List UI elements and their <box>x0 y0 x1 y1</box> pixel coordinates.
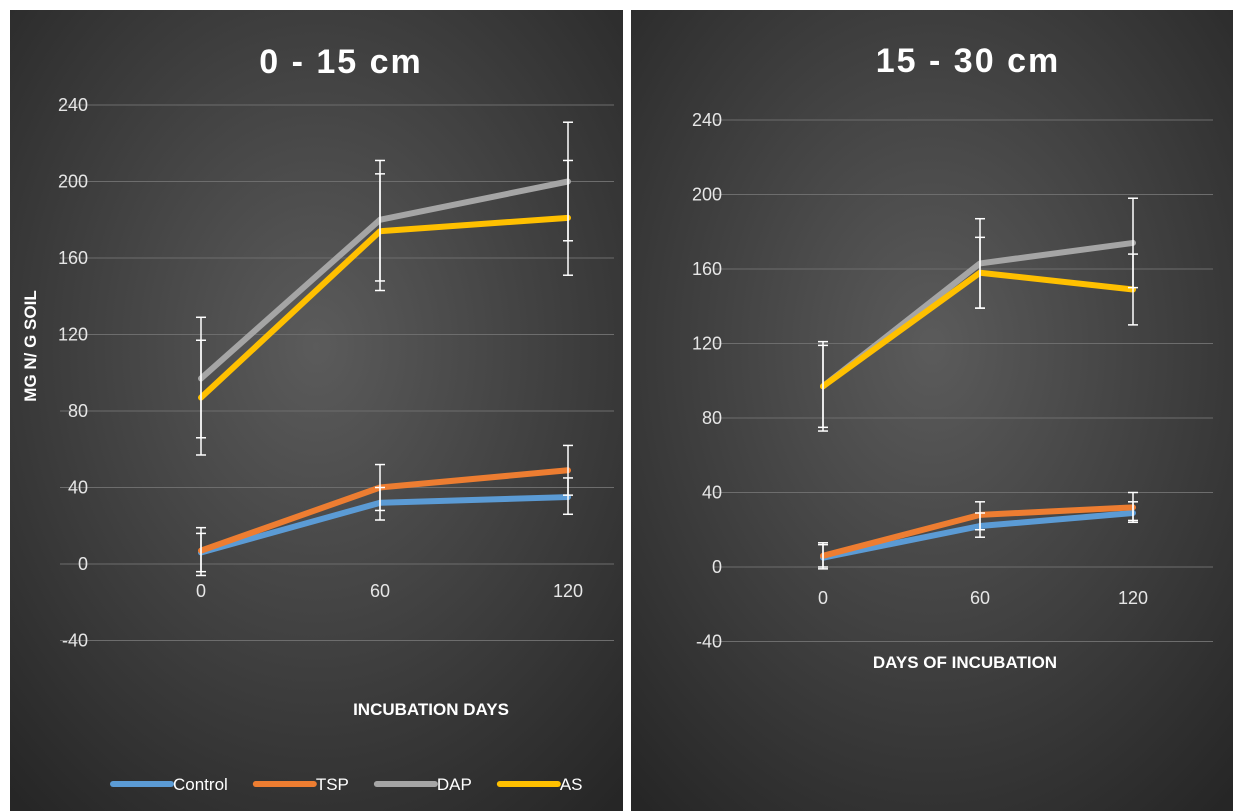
chart-background <box>631 10 1233 811</box>
chart-panel-15-30cm: 15 - 30 cm 240 200 160 120 80 40 0 -40 0 60 120 DAYS… <box>631 10 1233 811</box>
legend-label: Control <box>173 775 228 794</box>
error-bar-tsp <box>975 501 985 531</box>
legend-item-control: Control <box>110 775 228 794</box>
legend-label: TSP <box>316 775 349 794</box>
y-tick-label: -40 <box>696 632 722 652</box>
x-tick-label: 0 <box>818 588 828 608</box>
x-tick-label: 0 <box>196 581 206 601</box>
x-tick-label: 60 <box>370 581 390 601</box>
y-tick-label: 160 <box>58 248 88 268</box>
error-bar-as <box>1128 253 1138 326</box>
legend-item-tsp: TSP <box>252 775 349 794</box>
error-bar-tsp <box>818 542 828 568</box>
x-axis-label: DAYS OF INCUBATION <box>873 653 1057 672</box>
y-tick-label: 200 <box>692 185 722 205</box>
y-tick-label: 160 <box>692 259 722 279</box>
chart-title: 15 - 30 cm <box>876 42 1060 80</box>
chart-title: 0 - 15 cm <box>259 43 423 81</box>
y-axis-label: MG N/ G SOIL <box>21 290 40 401</box>
x-tick-label: 120 <box>1118 588 1148 608</box>
error-bar-tsp <box>375 463 385 512</box>
legend-item-as: AS <box>496 775 583 794</box>
chart-svg: 15 - 30 cm 240 200 160 120 80 40 0 -40 0 60 120 DAYS… <box>631 10 1233 811</box>
y-tick-label: -40 <box>62 631 88 651</box>
legend-label: DAP <box>437 775 472 794</box>
error-bar-as <box>196 339 206 456</box>
y-tick-label: 120 <box>692 334 722 354</box>
legend-label: AS <box>560 775 583 794</box>
error-bar-tsp <box>563 444 573 496</box>
y-tick-label: 240 <box>58 95 88 115</box>
error-bar-tsp <box>196 532 206 573</box>
y-tick-label: 0 <box>78 554 88 574</box>
error-bar-as <box>375 173 385 292</box>
chart-panel-0-15cm: 0 - 15 cm 240 200 160 120 80 40 0 -40 0 60 120 INCUB… <box>10 10 623 811</box>
error-bar-as <box>975 236 985 309</box>
chart-svg: 0 - 15 cm 240 200 160 120 80 40 0 -40 0 60 120 INCUB… <box>10 10 623 811</box>
y-tick-label: 80 <box>68 401 88 421</box>
y-tick-label: 80 <box>702 408 722 428</box>
error-bar-tsp <box>1128 491 1138 522</box>
x-tick-label: 120 <box>553 581 583 601</box>
y-tick-label: 120 <box>58 325 88 345</box>
x-tick-label: 60 <box>970 588 990 608</box>
y-tick-label: 0 <box>712 557 722 577</box>
legend-item-dap: DAP <box>373 775 472 794</box>
legend: Control TSP DAP AS <box>110 775 583 794</box>
error-bar-as <box>818 344 828 429</box>
error-bar-as <box>563 159 573 276</box>
x-axis-label: INCUBATION DAYS <box>353 700 509 719</box>
y-tick-label: 40 <box>702 483 722 503</box>
y-tick-label: 240 <box>692 110 722 130</box>
y-tick-label: 200 <box>58 172 88 192</box>
y-tick-label: 40 <box>68 478 88 498</box>
